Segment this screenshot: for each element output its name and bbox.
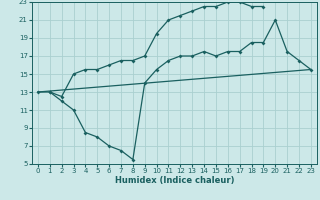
X-axis label: Humidex (Indice chaleur): Humidex (Indice chaleur)	[115, 176, 234, 185]
